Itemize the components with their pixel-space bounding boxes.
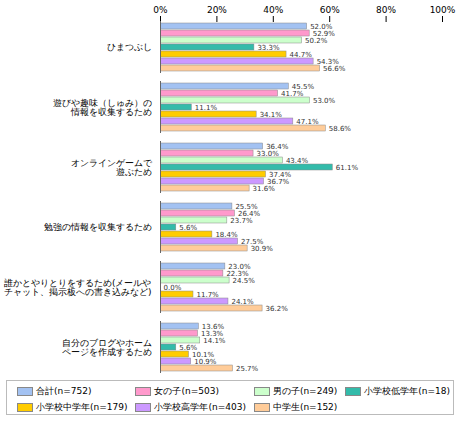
svg-text:23.7%: 23.7%: [230, 217, 253, 225]
html-text:小学校高学年(n=403): 小学校高学年(n=403): [154, 402, 246, 412]
svg-text:31.6%: 31.6%: [253, 185, 276, 193]
svg-text:44.7%: 44.7%: [290, 51, 313, 59]
svg-text:56.6%: 56.6%: [323, 65, 346, 73]
svg-text:誰かとやりとりをするため(メールやチャット、掲示板への書き込: 誰かとやりとりをするため(メールやチャット、掲示板への書き込みなど): [4, 278, 152, 297]
svg-text:80%: 80%: [376, 5, 396, 15]
svg-text:26.4%: 26.4%: [237, 209, 261, 218]
svg-text:自分のブログやホームページを作成するため: 自分のブログやホームページを作成するため: [62, 338, 152, 357]
svg-text:0.0%: 0.0%: [164, 284, 182, 292]
svg-text:10.9%: 10.9%: [194, 358, 217, 366]
svg-text:52.9%: 52.9%: [312, 29, 335, 38]
svg-text:25.5%: 25.5%: [235, 202, 258, 211]
svg-text:10.1%: 10.1%: [192, 350, 215, 359]
html-text:合計(n=752): 合計(n=752): [36, 386, 92, 396]
svg-text:11.1%: 11.1%: [195, 104, 218, 112]
svg-text:13.6%: 13.6%: [201, 322, 225, 331]
svg-text:30.9%: 30.9%: [251, 245, 274, 253]
svg-text:23.0%: 23.0%: [228, 262, 251, 271]
svg-text:14.1%: 14.1%: [203, 337, 226, 345]
svg-text:58.6%: 58.6%: [329, 125, 352, 133]
svg-text:20%: 20%: [207, 5, 227, 15]
svg-text:24.5%: 24.5%: [233, 277, 256, 285]
svg-text:36.2%: 36.2%: [266, 305, 289, 313]
svg-text:5.6%: 5.6%: [179, 343, 198, 352]
svg-text:24.1%: 24.1%: [231, 298, 254, 306]
svg-text:36.4%: 36.4%: [266, 142, 289, 151]
svg-text:61.1%: 61.1%: [336, 164, 359, 172]
svg-text:100%: 100%: [430, 5, 456, 15]
html-text:女の子(n=503): 女の子(n=503): [154, 386, 219, 396]
svg-text:45.5%: 45.5%: [291, 82, 315, 91]
svg-text:54.3%: 54.3%: [316, 57, 339, 66]
svg-text:34.1%: 34.1%: [260, 111, 283, 119]
svg-text:ひまつぶし: ひまつぶし: [107, 42, 152, 52]
html-text:小学校中学年(n=179): 小学校中学年(n=179): [36, 402, 128, 412]
svg-text:53.0%: 53.0%: [313, 97, 336, 105]
svg-text:遊びや趣味（しゅみ）の情報を収集するため: 遊びや趣味（しゅみ）の情報を収集するため: [53, 98, 152, 117]
svg-text:13.3%: 13.3%: [201, 329, 224, 338]
svg-text:33.0%: 33.0%: [257, 150, 280, 158]
svg-text:0%: 0%: [153, 5, 168, 15]
svg-text:37.4%: 37.4%: [269, 170, 292, 179]
svg-text:勉強の情報を収集するため: 勉強の情報を収集するため: [44, 222, 152, 232]
svg-text:43.4%: 43.4%: [286, 157, 309, 165]
html-text:男の子(n=249): 男の子(n=249): [272, 386, 338, 396]
svg-text:11.7%: 11.7%: [196, 291, 219, 299]
svg-text:22.3%: 22.3%: [226, 269, 249, 278]
svg-text:5.6%: 5.6%: [179, 224, 197, 232]
svg-text:60%: 60%: [320, 5, 340, 15]
html-text:中学生(n=152): 中学生(n=152): [272, 402, 338, 412]
svg-text:27.5%: 27.5%: [241, 237, 264, 246]
svg-text:36.7%: 36.7%: [267, 177, 290, 186]
svg-text:41.7%: 41.7%: [281, 90, 304, 98]
svg-text:18.4%: 18.4%: [215, 231, 238, 239]
svg-text:33.3%: 33.3%: [257, 44, 280, 52]
svg-text:50.2%: 50.2%: [305, 37, 328, 45]
html-text:小学校低学年(n=18): 小学校低学年(n=18): [364, 386, 451, 396]
svg-text:オンラインゲームで遊ぶため: オンラインゲームで遊ぶため: [71, 158, 153, 177]
svg-text:25.7%: 25.7%: [236, 365, 259, 373]
svg-text:52.0%: 52.0%: [310, 22, 333, 31]
svg-text:47.1%: 47.1%: [296, 118, 319, 126]
svg-text:40%: 40%: [263, 5, 283, 15]
